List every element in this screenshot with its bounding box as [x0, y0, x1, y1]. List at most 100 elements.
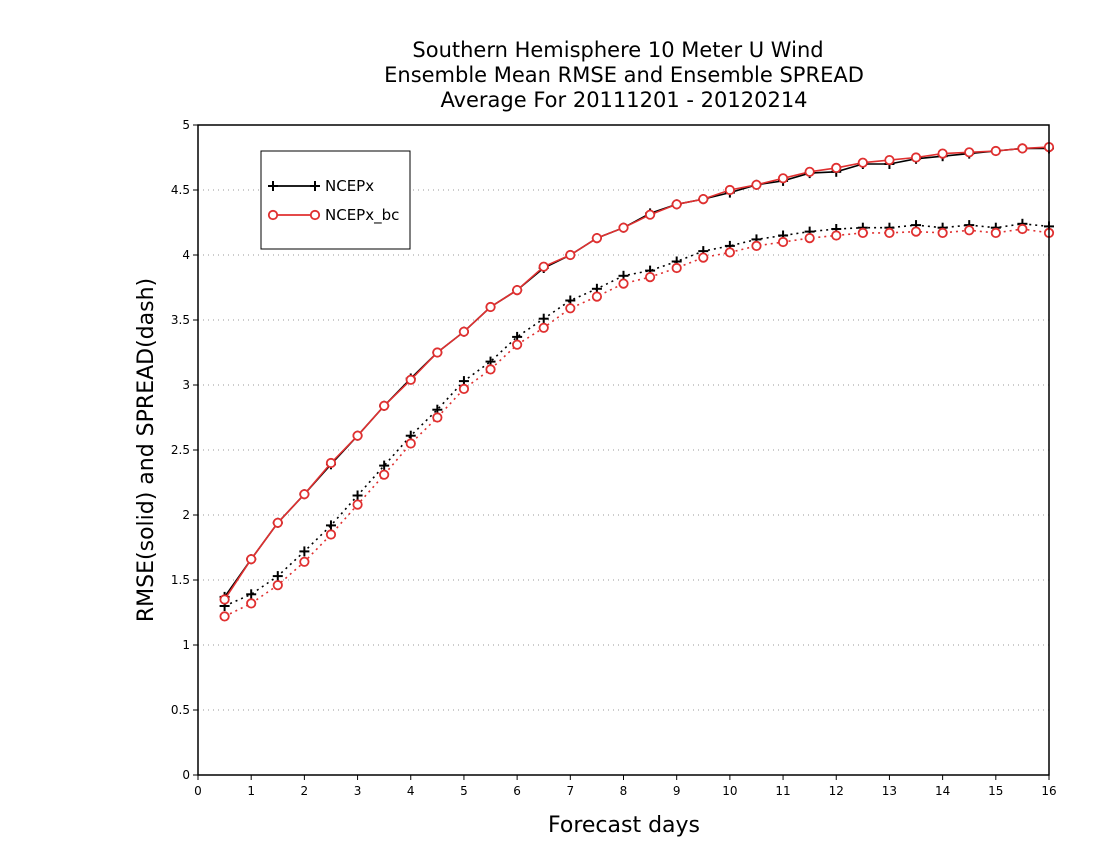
y-tick-label: 1	[182, 638, 190, 652]
x-tick-label: 10	[722, 784, 737, 798]
series-NCEPx_bc-rmse-point	[565, 249, 576, 261]
y-axis: 0 0.5 1 1.5 2 2.5 3 3.5 4 4.5 5	[171, 118, 198, 782]
series-NCEPx-spread-point	[246, 589, 257, 600]
series-NCEPx_bc-rmse-point	[644, 209, 656, 220]
x-tick-label: 9	[673, 784, 681, 798]
x-tick-label: 6	[513, 784, 521, 798]
series-NCEPx_bc-rmse-point	[458, 326, 470, 337]
series-NCEPx_bc-rmse-point	[485, 301, 496, 313]
legend-label-NCEPx_bc: NCEPx_bc	[325, 206, 399, 225]
legend: NCEPx NCEPx_bc	[260, 150, 411, 250]
series-NCEPx-spread-point	[325, 520, 336, 531]
series-NCEPx_bc-spread-point	[379, 469, 390, 480]
series-NCEPx_bc-spread-point	[644, 271, 656, 283]
series-NCEPx_bc-spread-point	[698, 252, 709, 263]
y-tick-label: 5	[182, 118, 190, 132]
chart-title: Southern Hemisphere 10 Meter U Wind Ense…	[384, 38, 864, 112]
x-tick-label: 15	[988, 784, 1003, 798]
series-NCEPx_bc-spread-point	[272, 580, 283, 591]
series-NCEPx_bc-rmse-point	[831, 162, 842, 173]
grid-lines	[198, 189, 1049, 711]
series-NCEPx_bc-spread-point	[538, 322, 549, 333]
series-NCEPx_bc-rmse-point	[379, 400, 390, 411]
y-tick-label: 0.5	[171, 703, 190, 717]
series-NCEPx_bc-rmse-point	[671, 199, 682, 210]
series-NCEPx_bc-rmse-point	[538, 261, 549, 272]
x-tick-label: 14	[935, 784, 950, 798]
series-NCEPx-spread-point	[272, 571, 283, 582]
x-tick-label: 4	[407, 784, 415, 798]
series-NCEPx_bc-spread-point	[432, 412, 443, 423]
series-NCEPx_bc-rmse-point	[964, 147, 975, 158]
series-NCEPx_bc-rmse-point	[405, 374, 416, 385]
series-NCEPx_bc-rmse-point	[325, 457, 337, 469]
series-NCEPx_bc-rmse-point	[884, 155, 895, 166]
x-tick-label: 1	[247, 784, 255, 798]
series-NCEPx_bc-spread-point	[964, 225, 975, 236]
series-NCEPx_bc-spread-point	[246, 598, 257, 609]
y-axis-title: RMSE(solid) and SPREAD(dash)	[134, 278, 159, 622]
series-NCEPx_bc-spread-point	[751, 240, 762, 251]
series-NCEPx_bc-spread-point	[724, 247, 735, 258]
series-NCEPx_bc-rmse-point	[777, 173, 789, 184]
series-NCEPx_bc-spread-point	[219, 611, 230, 622]
series-NCEPx_bc-spread-point	[299, 556, 310, 567]
series-NCEPx_bc-spread-point	[512, 339, 523, 350]
legend-marker-NCEPx	[310, 181, 320, 191]
series-NCEPx-spread-point	[352, 490, 363, 501]
series-NCEPx_bc-rmse-point	[272, 517, 283, 528]
series-NCEPx-spread-line	[224, 222, 1050, 607]
series-NCEPx-spread-point	[379, 460, 390, 471]
series-NCEPx_bc-spread-point	[884, 227, 895, 238]
x-axis-title: Forecast days	[548, 813, 700, 838]
series-NCEPx_bc-rmse-point	[591, 233, 603, 244]
series-NCEPx_bc-spread-point	[1017, 223, 1028, 235]
series-NCEPx_bc-spread-point	[777, 236, 789, 248]
series-NCEPx_bc-spread-point	[671, 262, 682, 274]
legend-box	[260, 150, 411, 250]
y-tick-label: 2	[182, 508, 190, 522]
legend-label-NCEPx: NCEPx	[325, 177, 374, 195]
y-tick-label: 3.5	[171, 313, 190, 327]
series-NCEPx_bc-rmse-point	[804, 166, 815, 177]
series-NCEPx_bc-rmse-point	[990, 145, 1001, 157]
x-tick-label: 8	[620, 784, 628, 798]
series-NCEPx_bc-spread-point	[910, 226, 922, 237]
chart-title-line-1: Southern Hemisphere 10 Meter U Wind	[412, 38, 823, 62]
x-tick-label: 13	[882, 784, 897, 798]
x-tick-label: 5	[460, 784, 468, 798]
y-tick-label: 1.5	[171, 573, 190, 587]
series-NCEPx_bc-spread-point	[591, 291, 603, 302]
series-NCEPx_bc-spread-point	[831, 230, 842, 241]
y-tick-label: 3	[182, 378, 190, 392]
legend-marker-NCEPx_bc	[267, 209, 279, 221]
x-tick-label: 0	[194, 784, 202, 798]
series-NCEPx_bc-spread-point	[857, 227, 868, 238]
x-tick-label: 2	[301, 784, 309, 798]
y-tick-label: 0	[182, 768, 190, 782]
series-NCEPx_bc-rmse-point	[857, 157, 868, 168]
series-NCEPx_bc-rmse-point	[751, 179, 762, 190]
series-layer	[219, 142, 1055, 622]
series-NCEPx_bc-spread-point	[565, 303, 576, 314]
y-tick-label: 4.5	[171, 183, 190, 197]
x-tick-label: 12	[829, 784, 844, 798]
x-tick-label: 16	[1041, 784, 1056, 798]
legend-marker-NCEPx	[268, 181, 278, 191]
series-NCEPx_bc-rmse-point	[512, 284, 523, 296]
series-NCEPx_bc-spread-point	[405, 438, 416, 449]
series-NCEPx_bc-rmse-point	[219, 594, 230, 605]
x-axis: 0 1 2 3 4 5 6 7 8 9 10 11 12 13 14 15 16	[194, 775, 1057, 798]
series-NCEPx_bc-rmse-point	[910, 152, 922, 163]
chart-title-line-3: Average For 20111201 - 20120214	[440, 88, 807, 112]
series-NCEPx-spread-point	[299, 546, 310, 557]
series-NCEPx-spread-point	[538, 313, 549, 324]
legend-marker-NCEPx_bc	[309, 209, 321, 221]
x-tick-label: 7	[566, 784, 574, 798]
chart-title-line-2: Ensemble Mean RMSE and Ensemble SPREAD	[384, 63, 864, 87]
series-NCEPx_bc-spread-point	[458, 383, 470, 394]
y-tick-label: 4	[182, 248, 190, 262]
y-tick-label: 2.5	[171, 443, 190, 457]
series-NCEPx_bc-rmse-point	[299, 489, 310, 500]
